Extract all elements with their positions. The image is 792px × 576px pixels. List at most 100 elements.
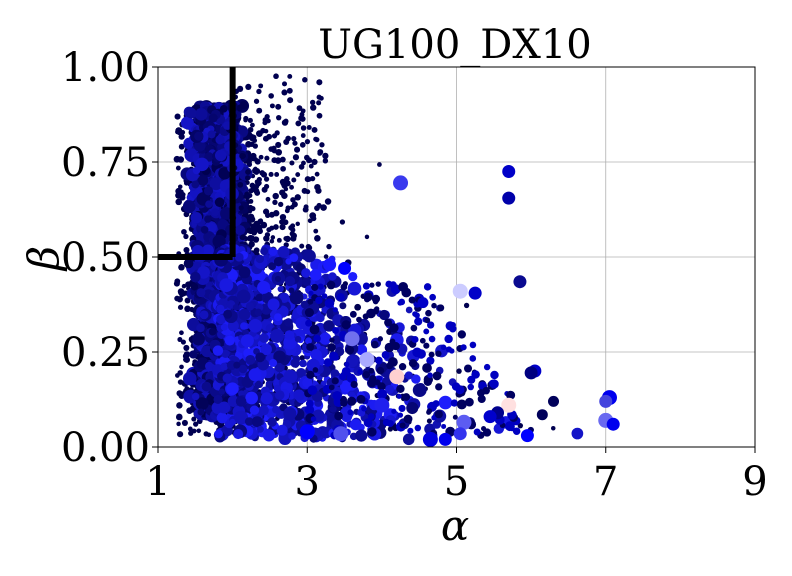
notable-point <box>344 331 360 347</box>
notable-point <box>323 258 337 272</box>
scatter-point <box>294 146 301 153</box>
scatter-point <box>218 388 226 395</box>
scatter-point <box>268 247 278 256</box>
scatter-point <box>197 266 210 279</box>
scatter-point <box>284 180 291 187</box>
scatter-point <box>257 228 263 235</box>
scatter-point <box>245 141 252 148</box>
scatter-point <box>292 140 298 146</box>
scatter-point <box>291 177 297 183</box>
scatter-point <box>269 103 275 109</box>
scatter-point <box>233 428 244 440</box>
scatter-point <box>208 327 217 336</box>
scatter-point <box>410 324 418 332</box>
scatter-point <box>182 200 196 213</box>
scatter-point <box>328 272 337 281</box>
scatter-point <box>182 371 197 386</box>
scatter-point <box>405 306 413 314</box>
scatter-point <box>284 330 295 341</box>
scatter-point <box>307 385 318 396</box>
scatter-point <box>284 276 296 287</box>
scatter-point <box>465 397 474 407</box>
scatter-point <box>398 281 409 292</box>
scatter-point <box>444 334 453 344</box>
scatter-point <box>177 189 184 196</box>
scatter-point <box>452 414 458 420</box>
scatter-point <box>298 115 305 122</box>
scatter-point <box>369 282 375 288</box>
scatter-point <box>244 194 251 200</box>
scatter-point <box>290 232 297 239</box>
scatter-point <box>226 360 237 371</box>
scatter-point <box>463 302 470 309</box>
scatter-point <box>398 298 406 306</box>
scatter-point <box>283 407 297 421</box>
scatter-point <box>315 296 323 305</box>
scatter-point <box>233 361 241 369</box>
scatter-point <box>457 330 466 339</box>
scatter-point <box>240 334 254 348</box>
scatter-point <box>204 215 212 223</box>
scatter-point <box>435 350 442 357</box>
scatter-point <box>176 390 183 397</box>
scatter-point <box>339 380 352 393</box>
scatter-point <box>247 117 253 123</box>
scatter-point <box>339 219 346 225</box>
scatter-point <box>467 383 474 391</box>
scatter-point <box>178 143 185 150</box>
scatter-point <box>347 396 357 406</box>
scatter-point <box>326 280 336 290</box>
scatter-point <box>192 166 201 175</box>
scatter-point <box>323 320 335 332</box>
scatter-point <box>174 113 181 120</box>
scatter-point <box>422 363 432 373</box>
scatter-point <box>245 302 255 311</box>
scatter-point <box>332 327 339 334</box>
scatter-point <box>293 389 305 401</box>
scatter-point <box>253 247 260 254</box>
scatter-point <box>288 432 296 440</box>
scatter-point <box>224 335 235 346</box>
scatter-point <box>276 424 288 436</box>
scatter-point <box>322 152 329 160</box>
scatter-point <box>251 229 258 236</box>
scatter-point <box>432 371 442 381</box>
chart-title: UG100_DX10 <box>318 22 591 68</box>
scatter-point <box>218 167 231 180</box>
scatter-point <box>416 349 426 359</box>
scatter-point <box>181 419 188 426</box>
scatter-point <box>517 422 524 429</box>
scatter-point <box>205 361 214 371</box>
notable-point <box>456 414 472 430</box>
scatter-point <box>336 293 345 302</box>
scatter-point <box>323 254 329 259</box>
scatter-point <box>305 337 312 345</box>
scatter-point <box>253 98 260 104</box>
scatter-point <box>209 177 223 191</box>
scatter-point <box>289 253 299 262</box>
scatter-point <box>326 243 332 250</box>
scatter-point <box>279 223 286 231</box>
scatter-point <box>396 384 405 394</box>
scatter-point <box>242 328 249 336</box>
scatter-point <box>412 383 427 398</box>
notable-point <box>299 424 315 440</box>
scatter-point <box>237 106 242 112</box>
scatter-point <box>289 291 304 305</box>
scatter-point <box>440 344 447 351</box>
scatter-point <box>274 390 285 400</box>
scatter-point <box>375 281 381 287</box>
scatter-point <box>269 238 275 244</box>
scatter-point <box>183 344 190 351</box>
scatter-point <box>174 295 180 302</box>
scatter-point <box>206 222 217 233</box>
scatter-point <box>425 309 432 317</box>
scatter-point <box>344 361 350 368</box>
x-axis-label: α <box>441 501 469 550</box>
scatter-point <box>246 158 252 165</box>
scatter-point <box>272 199 278 206</box>
scatter-point <box>368 367 375 374</box>
scatter-point <box>216 314 226 325</box>
scatter-point <box>276 237 282 243</box>
scatter-point <box>423 342 430 349</box>
